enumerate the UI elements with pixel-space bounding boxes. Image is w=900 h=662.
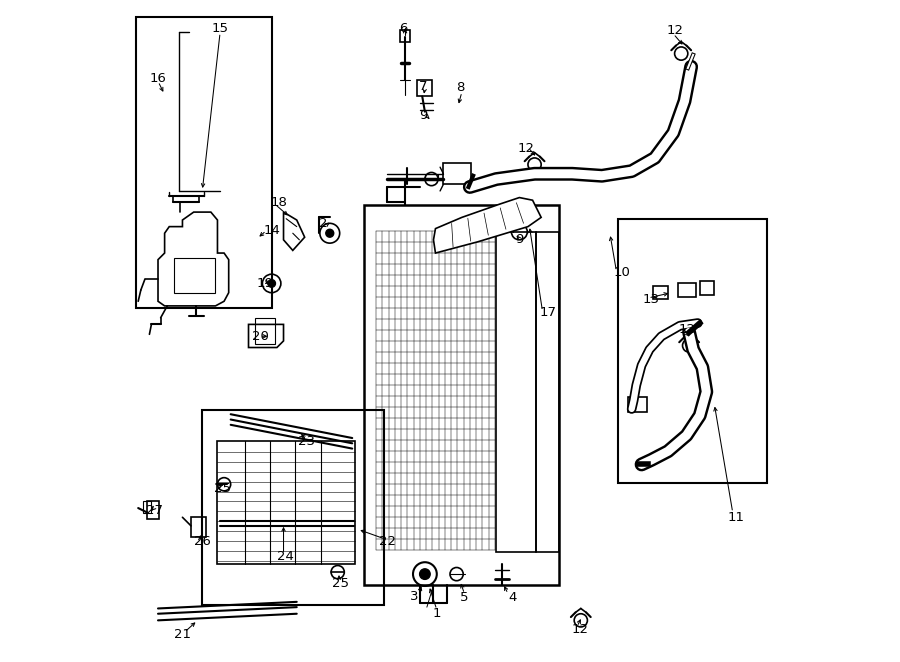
Bar [191, 517, 205, 537]
Text: 2: 2 [320, 218, 328, 230]
Text: 27: 27 [146, 504, 163, 517]
Text: 16: 16 [149, 72, 166, 85]
Bar [496, 232, 536, 552]
Text: 3: 3 [410, 590, 419, 603]
Polygon shape [158, 212, 229, 306]
Text: 22: 22 [379, 535, 396, 547]
Text: 13: 13 [643, 293, 660, 306]
Text: 23: 23 [298, 436, 315, 448]
Text: 25: 25 [332, 577, 349, 590]
Circle shape [419, 569, 430, 579]
Text: 10: 10 [614, 266, 631, 279]
Text: 26: 26 [194, 535, 211, 547]
Text: 6: 6 [400, 22, 408, 35]
Polygon shape [248, 324, 284, 348]
Text: 21: 21 [174, 628, 191, 641]
Bar [536, 232, 559, 552]
Text: 12: 12 [572, 623, 589, 636]
Bar [628, 397, 647, 412]
Text: 5: 5 [460, 591, 468, 604]
Text: 12: 12 [518, 142, 535, 155]
Bar [148, 500, 159, 519]
Text: 9: 9 [419, 109, 428, 122]
Text: 4: 4 [508, 591, 517, 604]
Text: 14: 14 [264, 224, 281, 237]
Text: 1: 1 [433, 607, 441, 620]
Text: 24: 24 [277, 550, 293, 563]
Bar [400, 30, 410, 42]
Text: 12: 12 [667, 24, 684, 37]
Bar [618, 218, 767, 483]
Bar [417, 80, 431, 97]
Bar [136, 17, 272, 308]
Bar [653, 286, 668, 299]
Bar [143, 500, 150, 512]
Bar [364, 205, 559, 585]
Text: 20: 20 [252, 330, 269, 343]
Bar [699, 281, 715, 295]
Text: 25: 25 [213, 482, 230, 495]
Bar [678, 283, 697, 297]
Text: 18: 18 [270, 196, 287, 209]
Circle shape [326, 229, 334, 237]
Text: 15: 15 [212, 22, 229, 35]
Polygon shape [434, 197, 541, 253]
Polygon shape [284, 212, 305, 250]
Bar [202, 410, 384, 605]
Text: 19: 19 [256, 277, 274, 290]
Bar [444, 164, 471, 184]
Circle shape [267, 279, 275, 287]
Text: 11: 11 [727, 511, 744, 524]
Bar [255, 318, 274, 344]
Text: 9: 9 [515, 233, 523, 246]
Text: 7: 7 [419, 80, 428, 93]
Text: 17: 17 [539, 306, 556, 319]
Text: 12: 12 [679, 323, 696, 336]
Text: 8: 8 [456, 81, 464, 95]
Bar [218, 442, 355, 563]
Bar [174, 258, 215, 293]
